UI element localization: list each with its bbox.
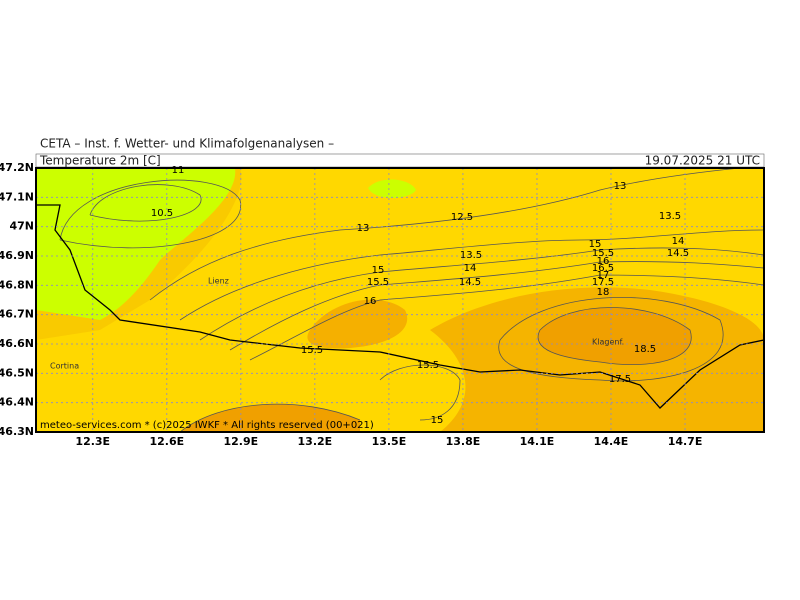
cool-fill [368,179,416,198]
contour-label: 17 [597,270,610,281]
place-name: Lienz [208,277,229,286]
contour-label: 18 [597,287,610,298]
place-name: Cortina [50,362,79,371]
contour-label: 10.5 [151,208,173,219]
y-tick-label: 46.7N [0,308,34,321]
x-tick-label: 14.7E [668,435,703,448]
contour-label: 14 [464,263,477,274]
border [36,204,765,409]
contour-label: 15.5 [367,277,389,288]
x-tick-label: 13.5E [372,435,407,448]
y-tick-label: 46.9N [0,249,34,262]
contour-label: 16.5 [592,263,614,274]
x-tick-label: 12.3E [75,435,110,448]
valid-time: 19.07.2025 21 UTC [645,154,760,168]
contour-label: 18.5 [634,344,656,355]
contour-label: 12.5 [451,212,473,223]
x-tick-label: 12.6E [149,435,184,448]
contour-label: 15 [589,239,602,250]
y-tick-label: 46.5N [0,366,34,379]
contour-label: 14.5 [667,248,689,259]
x-tick-label: 13.8E [446,435,481,448]
x-tick-label: 12.9E [223,435,258,448]
y-tick-label: 47.2N [0,161,34,174]
footer: meteo-services.com * (c)2025 IWKF * All … [40,420,374,431]
y-tick-label: 46.3N [0,425,34,438]
contour-label: 13 [357,223,370,234]
contour-label: 17.5 [592,277,614,288]
y-tick-label: 46.6N [0,337,34,350]
x-tick-label: 14.4E [594,435,629,448]
y-tick-label: 46.8N [0,278,34,291]
contour-label: 14.5 [459,277,481,288]
contour-label: 16 [364,296,377,307]
y-tick-label: 46.4N [0,396,34,409]
contour-label: 11 [172,165,185,176]
contour-label: 13 [614,181,627,192]
field-title: Temperature 2m [C] [39,154,161,168]
institute: CETA – Inst. f. Wetter- und Klimafolgena… [40,137,334,151]
contour-label: 15 [431,415,444,426]
warm-fill [180,404,360,432]
contours [59,167,765,433]
cool-fill [36,168,236,320]
contour-label: 15.5 [592,248,614,259]
contour-label: 13.5 [659,211,681,222]
x-tick-label: 14.1E [520,435,555,448]
place-name: Klagenf. [592,338,624,347]
contour-label: 14 [672,236,685,247]
contour-label: 17.5 [609,374,631,385]
map-area [36,167,765,433]
y-tick-label: 47N [9,220,34,233]
map-frame [35,167,765,433]
warm-core [538,307,692,365]
x-tick-label: 13.2E [298,435,333,448]
y-tick-label: 47.1N [0,190,34,203]
contour-label: 15.5 [301,345,323,356]
contour-label: 15.5 [417,360,439,371]
warm-fill [307,299,408,349]
contour-label: 13.5 [460,250,482,261]
contour-label: 16 [597,256,610,267]
contour-label: 15 [372,265,385,276]
